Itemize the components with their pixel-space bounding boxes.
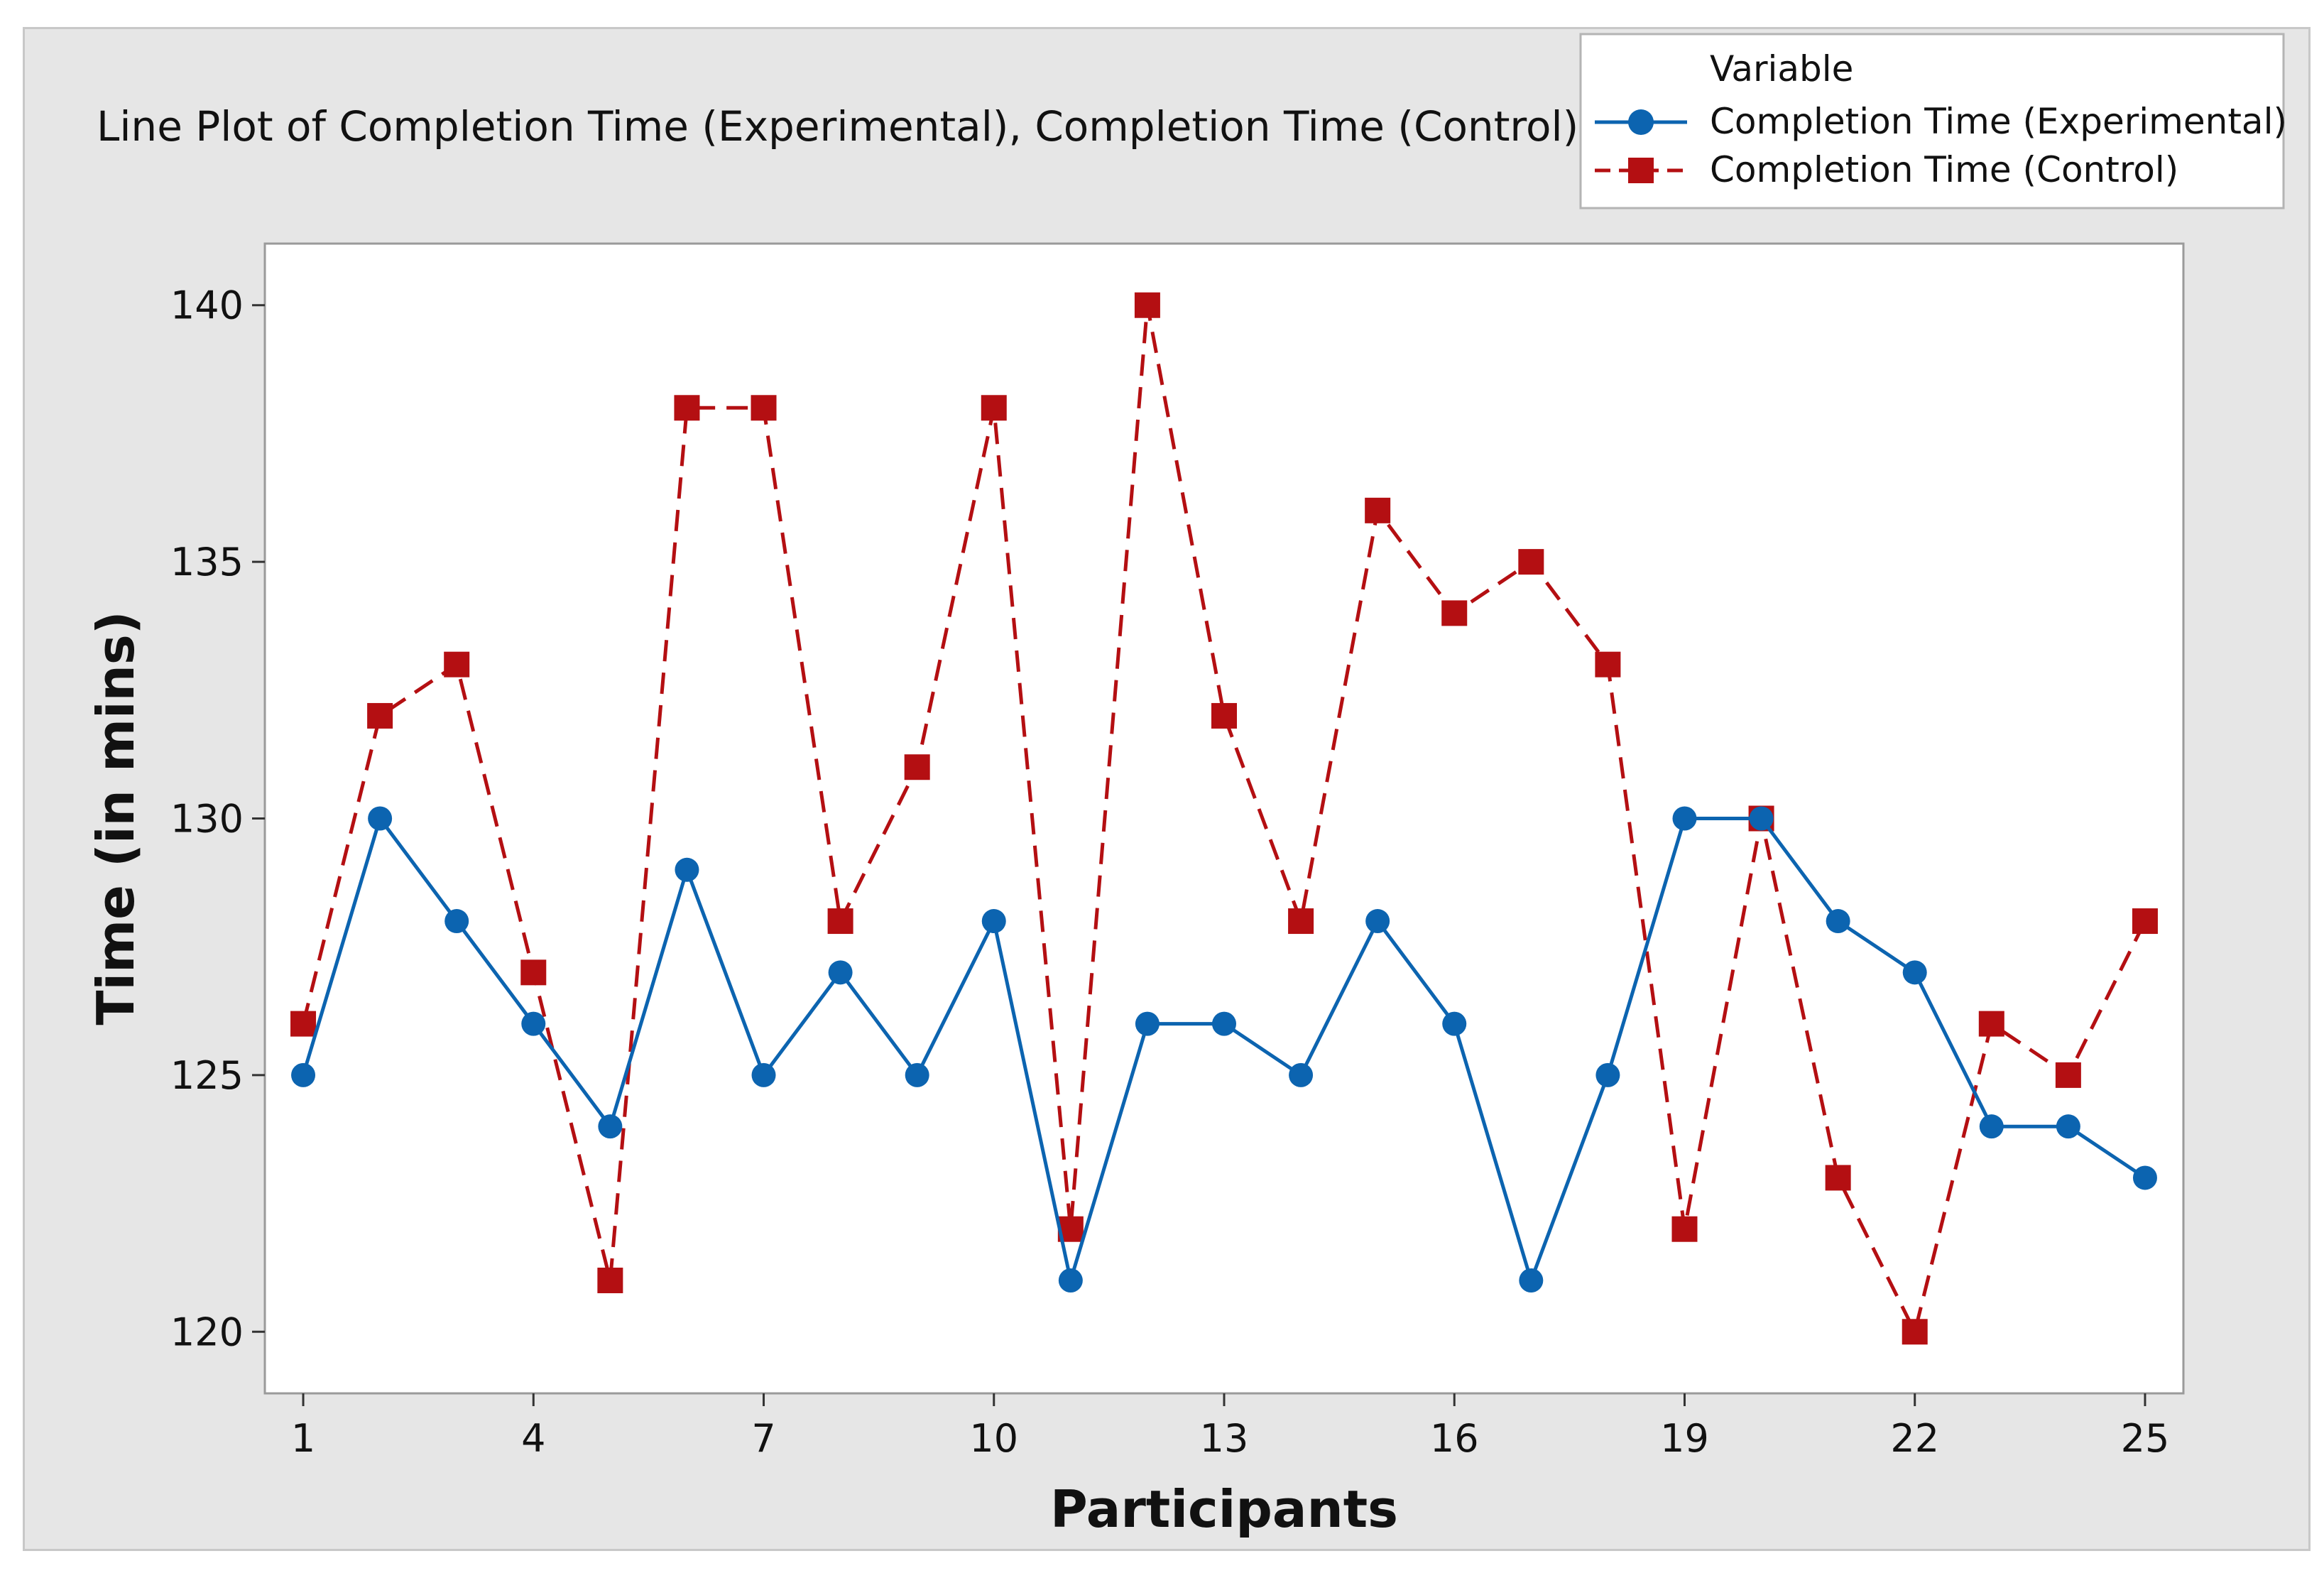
data-point-control [520, 959, 547, 986]
data-point-experimental [1672, 806, 1697, 831]
legend-label-control: Completion Time (Control) [1710, 149, 2178, 190]
data-point-control [1211, 702, 1237, 729]
data-point-control [1134, 292, 1160, 318]
data-point-control [674, 395, 700, 421]
data-point-control [981, 395, 1007, 421]
data-point-experimental [1902, 960, 1927, 985]
data-point-experimental [2132, 1165, 2157, 1190]
y-tick-label: 140 [170, 283, 244, 328]
y-tick-label: 130 [170, 797, 244, 842]
data-point-experimental [1365, 909, 1390, 934]
data-point-experimental [1595, 1062, 1620, 1087]
data-point-control [1518, 549, 1544, 575]
data-point-experimental [521, 1011, 546, 1036]
data-point-experimental [981, 909, 1006, 934]
x-tick-label: 19 [1660, 1416, 1709, 1461]
data-point-experimental [2056, 1114, 2080, 1139]
data-point-experimental [905, 1062, 929, 1087]
data-point-experimental [368, 806, 393, 831]
data-point-control [1902, 1319, 1928, 1345]
x-tick-label: 4 [521, 1416, 545, 1461]
data-point-control [1978, 1011, 2004, 1037]
x-axis: 1 4 7 10 13 16 19 22 25 [291, 1393, 2169, 1461]
data-point-experimental [1135, 1011, 1160, 1036]
legend-box [1579, 33, 2285, 210]
data-point-control [2132, 908, 2158, 935]
legend-label-experimental: Completion Time (Experimental) [1710, 101, 2287, 142]
y-tick-label: 135 [170, 540, 244, 584]
legend-marker-control [1628, 158, 1654, 183]
x-axis-label: Participants [1050, 1479, 1398, 1539]
data-point-control [597, 1267, 623, 1293]
x-tick-label: 22 [1890, 1416, 1939, 1461]
data-point-control [904, 754, 930, 780]
data-point-experimental [675, 857, 699, 882]
legend-title: Variable [1710, 48, 1853, 89]
x-tick-label: 25 [2121, 1416, 2170, 1461]
x-tick-label: 10 [969, 1416, 1018, 1461]
data-point-experimental [1442, 1011, 1467, 1036]
data-point-experimental [1289, 1062, 1314, 1087]
data-point-experimental [1749, 806, 1774, 831]
data-point-control [751, 395, 777, 421]
data-point-control [1288, 908, 1314, 935]
data-point-control [290, 1011, 317, 1037]
y-tick-label: 120 [170, 1310, 244, 1354]
data-point-control [2055, 1062, 2081, 1088]
data-point-experimental [751, 1062, 776, 1087]
data-point-control [1825, 1165, 1851, 1191]
y-tick-label: 125 [170, 1053, 244, 1098]
series-layer [290, 292, 2158, 1345]
data-point-experimental [828, 960, 853, 985]
data-point-control [1671, 1216, 1698, 1242]
data-point-experimental [1826, 909, 1850, 934]
y-axis-label: Time (in mins) [86, 611, 146, 1025]
legend-marker-experimental [1628, 109, 1654, 135]
data-point-experimental [1058, 1268, 1083, 1293]
y-axis: 120 125 130 135 140 [170, 283, 265, 1354]
data-point-experimental [444, 909, 469, 934]
data-point-control [1441, 600, 1468, 626]
data-point-experimental [1519, 1268, 1544, 1293]
x-tick-label: 13 [1200, 1416, 1249, 1461]
data-point-control [1595, 651, 1621, 678]
legend: Variable Completion Time (Experimental) … [1579, 33, 2287, 210]
x-tick-label: 7 [751, 1416, 775, 1461]
x-tick-label: 1 [291, 1416, 315, 1461]
data-point-experimental [1212, 1011, 1236, 1036]
data-point-control [444, 651, 470, 678]
data-point-experimental [598, 1114, 623, 1139]
chart-title: Line Plot of Completion Time (Experiment… [97, 102, 1578, 151]
x-tick-label: 16 [1430, 1416, 1479, 1461]
plot-area [263, 242, 2185, 1395]
data-point-control [1365, 497, 1391, 523]
data-point-experimental [291, 1062, 316, 1087]
series-experimental [291, 806, 2157, 1293]
data-point-control [367, 702, 393, 729]
data-point-control [827, 908, 853, 935]
data-point-experimental [1979, 1114, 2004, 1139]
